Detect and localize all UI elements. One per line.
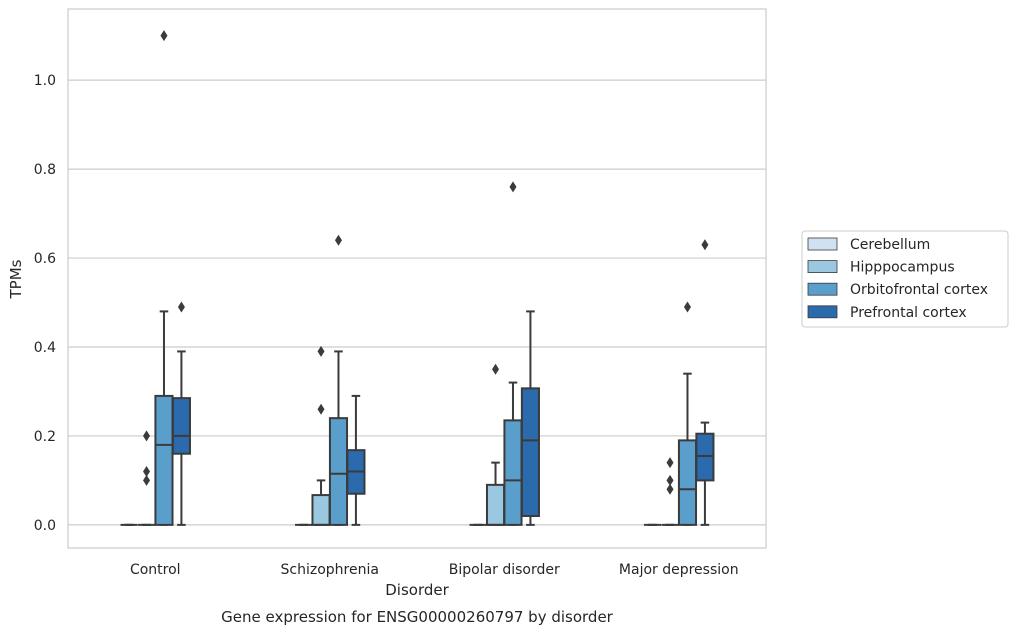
legend-label-0: Cerebellum	[850, 237, 930, 253]
x-axis-ticks: Control Schizophrenia Bipolar disorder Majo…	[130, 562, 739, 578]
legend-swatch-0	[807, 237, 838, 251]
box-body	[328, 417, 349, 526]
box-body	[171, 397, 191, 455]
box-2-1	[485, 363, 506, 526]
outlier-0	[317, 403, 325, 415]
box-plots	[120, 30, 715, 526]
box-2-3	[520, 310, 540, 526]
box-body	[520, 387, 540, 517]
box-body	[677, 439, 698, 526]
y-axis-ticks: 0.0 0.2 0.4 0.6 0.8 1.0	[34, 73, 56, 534]
box-3-2	[677, 301, 698, 526]
outlier-0	[509, 181, 517, 193]
outlier-0	[701, 239, 709, 251]
outlier-0	[666, 483, 674, 495]
plot-frame	[67, 8, 767, 549]
y-tick-label-5: 1.0	[34, 73, 56, 89]
legend-label-3: Prefrontal cortex	[850, 305, 967, 321]
outlier-0	[177, 301, 185, 313]
box-body	[485, 483, 506, 526]
outlier-0	[492, 363, 500, 375]
legend-swatch-2	[807, 282, 838, 296]
x-tick-label-3: Major depression	[619, 562, 739, 578]
legend-swatch-3	[807, 305, 838, 319]
outlier-0	[683, 301, 691, 313]
box-3-1	[661, 457, 679, 526]
y-axis-label: TPMs	[7, 259, 25, 299]
box-body	[695, 432, 715, 482]
outlier-1	[666, 474, 674, 486]
box-0-2	[154, 30, 174, 526]
y-tick-label-2: 0.4	[34, 340, 56, 356]
x-axis-label: Disorder	[385, 581, 449, 599]
legend-items: Cerebellum Hipppocampus Orbitofrontal cort…	[807, 237, 988, 321]
legend-frame	[801, 230, 1009, 328]
box-2-2	[503, 181, 523, 526]
outlier-1	[317, 345, 325, 357]
y-tick-label-1: 0.2	[34, 429, 56, 445]
y-tick-label-0: 0.0	[34, 518, 56, 534]
outlier-2	[666, 457, 674, 469]
chart-caption: Gene expression for ENSG00000260797 by d…	[221, 608, 614, 626]
x-tick-label-1: Schizophrenia	[281, 562, 379, 578]
outlier-0	[334, 234, 342, 246]
legend: Cerebellum Hipppocampus Orbitofrontal cort…	[801, 230, 1009, 328]
outlier-1	[143, 466, 151, 478]
box-1-3	[346, 394, 366, 526]
box-1-2	[328, 234, 349, 526]
legend-label-1: Hipppocampus	[850, 260, 955, 276]
outlier-2	[143, 430, 151, 442]
box-body	[503, 419, 523, 526]
legend-swatch-1	[807, 260, 838, 274]
y-tick-label-3: 0.6	[34, 251, 56, 267]
box-body	[154, 394, 174, 526]
y-tick-label-4: 0.8	[34, 162, 56, 178]
outlier-0	[160, 30, 168, 42]
box-0-3	[171, 301, 191, 526]
outlier-0	[143, 474, 151, 486]
x-tick-label-0: Control	[130, 562, 181, 578]
x-tick-label-2: Bipolar disorder	[449, 562, 560, 578]
box-body	[311, 494, 331, 526]
box-3-3	[695, 239, 715, 526]
box-0-1	[137, 430, 156, 526]
legend-label-2: Orbitofrontal cortex	[850, 282, 988, 298]
